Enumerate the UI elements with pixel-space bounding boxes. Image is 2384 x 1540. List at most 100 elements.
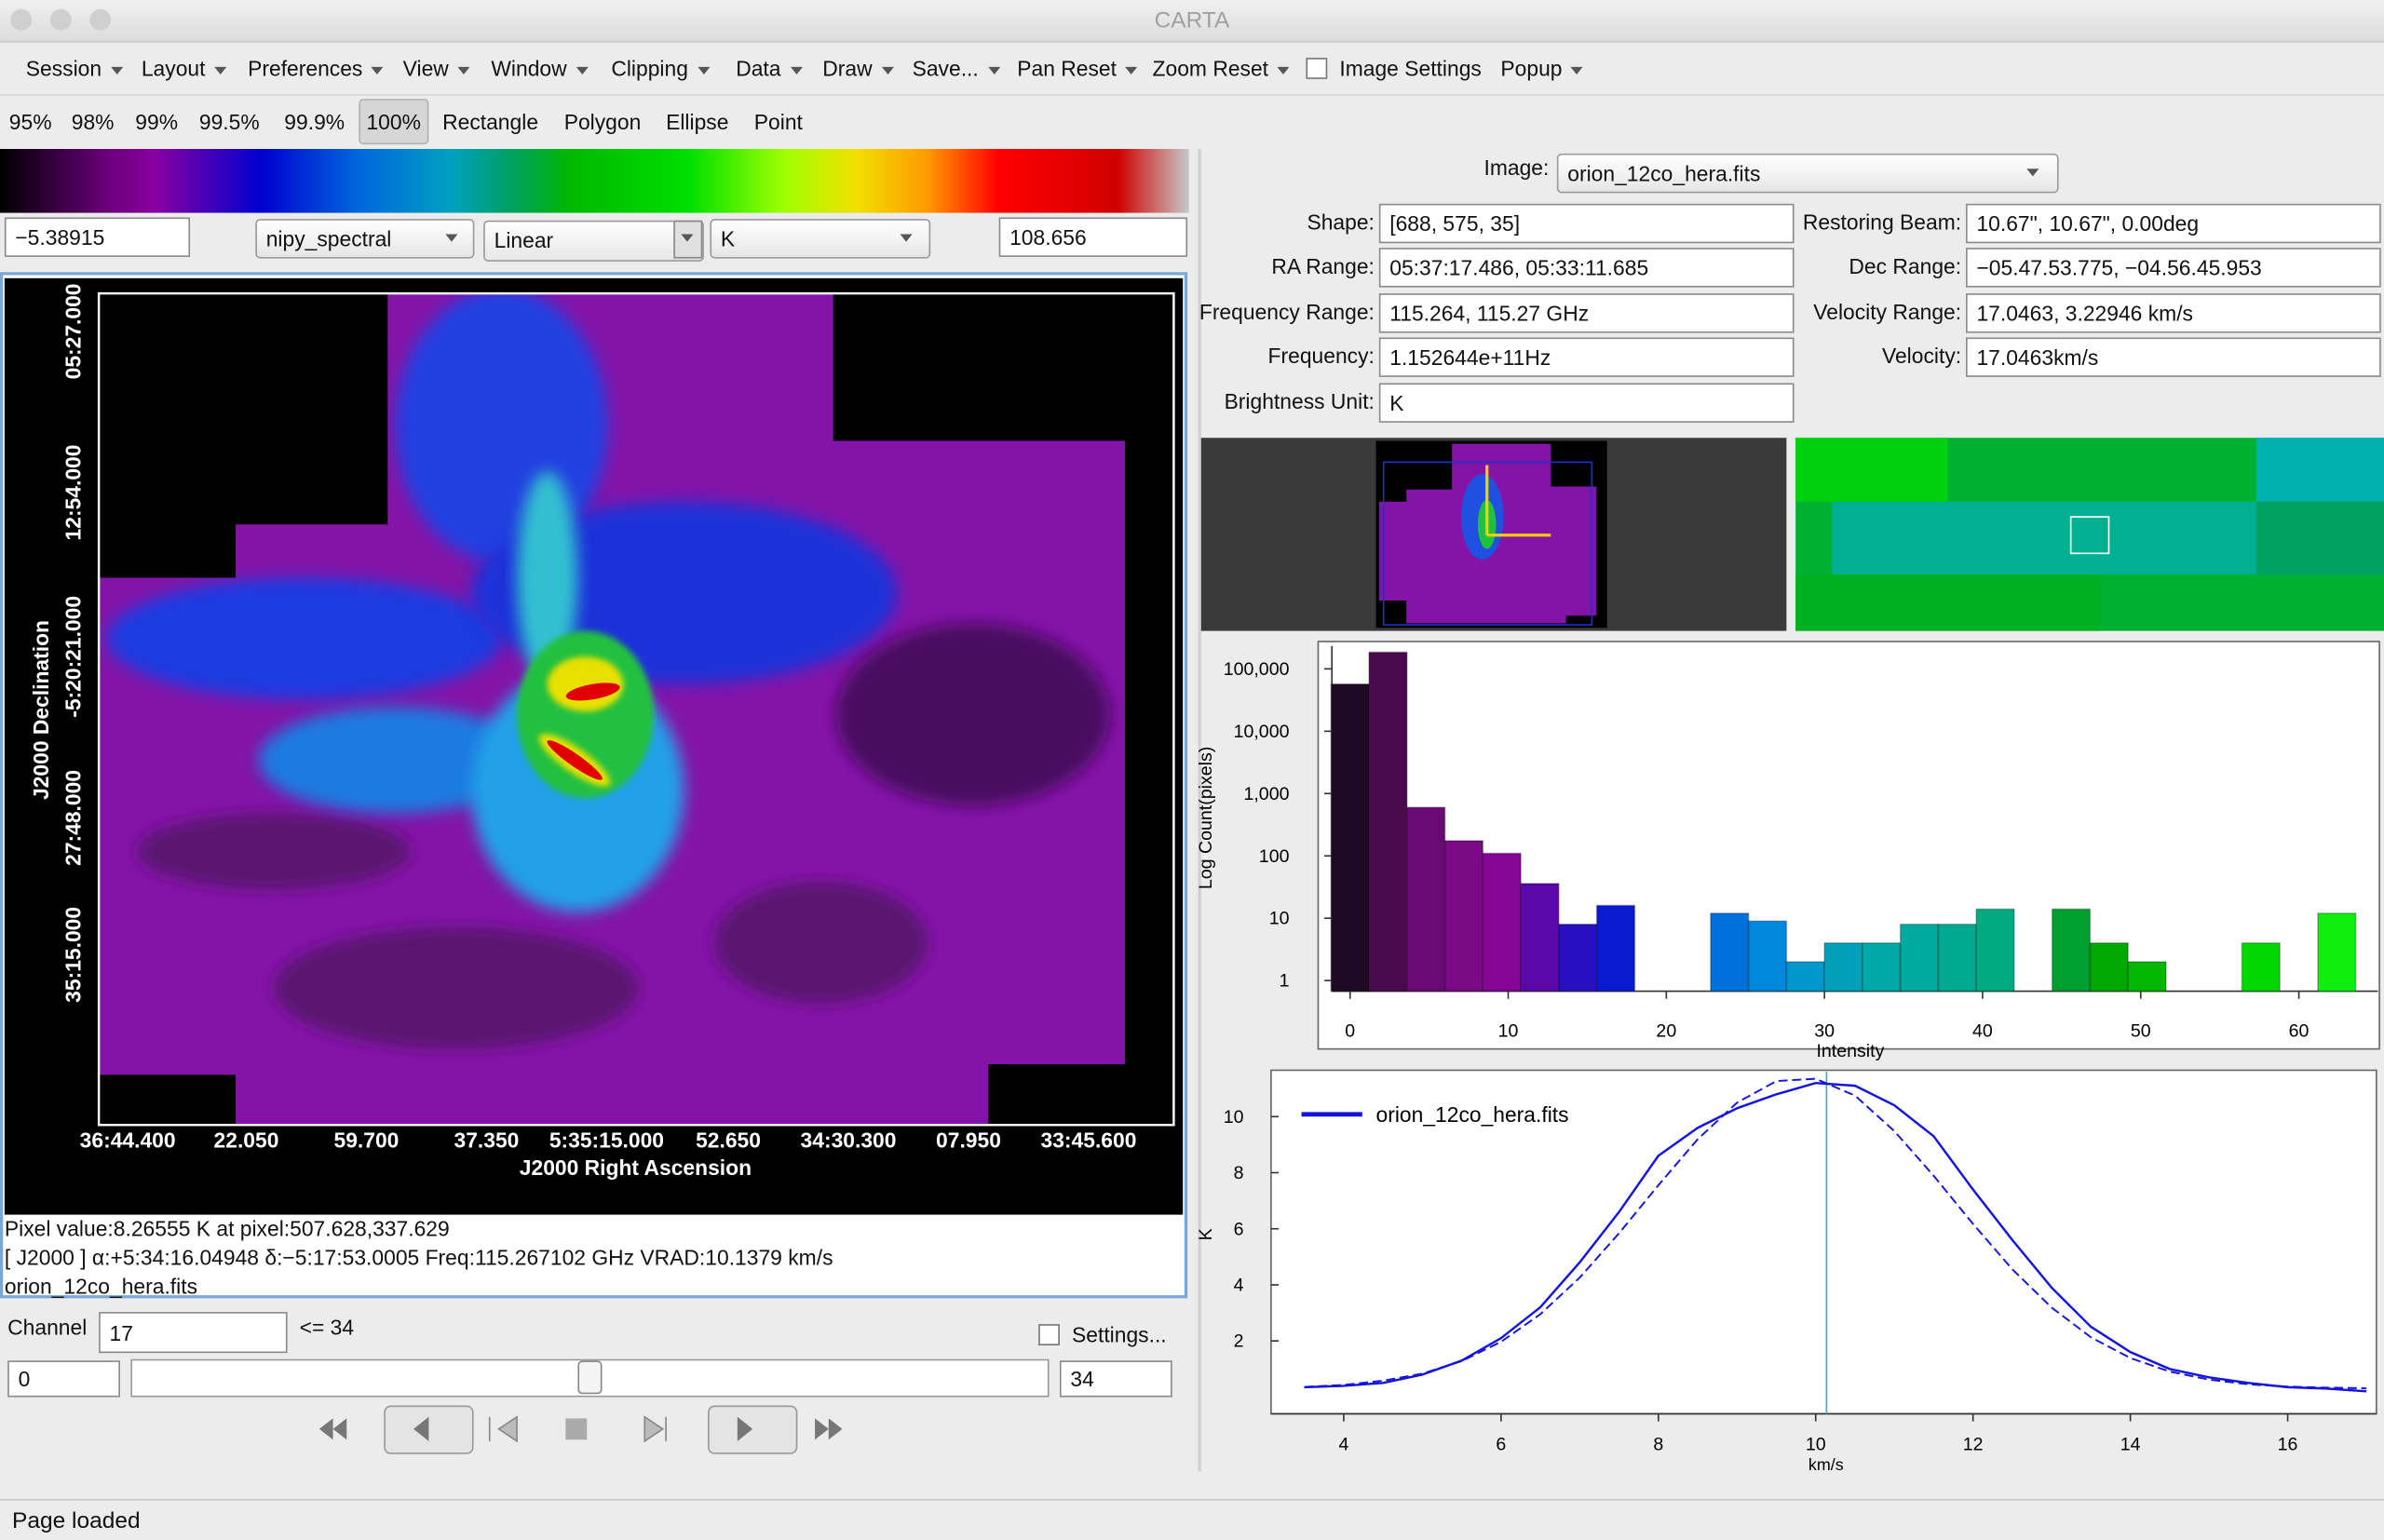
cursor-info: orion_12co_hera.fits xyxy=(4,1274,198,1299)
x-tick-label: 8 xyxy=(1653,1435,1663,1455)
y-axis-label: K xyxy=(1196,1228,1216,1240)
play-back-button[interactable] xyxy=(488,1415,518,1443)
field-label: Restoring Beam: xyxy=(1802,209,1962,235)
toolbar-button[interactable]: Point xyxy=(753,109,803,134)
field-value: −05.47.53.775, −04.56.45.953 xyxy=(1966,248,2381,288)
image-select[interactable]: orion_12co_hera.fits xyxy=(1556,153,2059,194)
step-back-icon xyxy=(413,1416,429,1441)
last-button[interactable] xyxy=(815,1418,843,1440)
min-input[interactable]: −5.38915 xyxy=(4,217,191,257)
dropdown-arrow xyxy=(1277,66,1290,75)
max-input[interactable]: 108.656 xyxy=(998,217,1188,257)
dropdown-arrow xyxy=(988,66,1001,75)
start-spinner[interactable]: 0 xyxy=(7,1360,120,1398)
menu-item[interactable]: Pan Reset xyxy=(1017,56,1117,81)
menu-item[interactable]: Draw xyxy=(822,56,873,81)
zoom-button[interactable] xyxy=(89,8,112,31)
scale-select[interactable]: Linear xyxy=(483,220,704,262)
y-axis-label: Log Count(pixels) xyxy=(1196,747,1216,889)
checkbox[interactable] xyxy=(1306,58,1328,79)
histogram-bar xyxy=(1443,840,1484,993)
y-tick-label: 2 xyxy=(1234,1331,1244,1352)
toolbar-button[interactable]: 99% xyxy=(135,109,179,134)
x-tick-label: 12 xyxy=(1963,1435,1984,1455)
toolbar-button[interactable]: Rectangle xyxy=(442,109,539,134)
minimize-button[interactable] xyxy=(49,8,72,31)
y-tick-label: 1 xyxy=(1280,971,1290,992)
x-tick-label: 36:44.400 xyxy=(80,1128,176,1153)
toolbar-button[interactable]: Ellipse xyxy=(666,109,729,134)
field-value: 115.264, 115.27 GHz xyxy=(1378,293,1795,333)
close-button[interactable] xyxy=(10,8,33,31)
dropdown-arrow xyxy=(111,66,124,75)
menu-item[interactable]: Preferences xyxy=(248,56,363,81)
y-tick-label: 6 xyxy=(1234,1219,1244,1239)
pixel-zoom-cell xyxy=(1795,574,2100,631)
dropdown-arrow xyxy=(1570,66,1583,75)
field-label: Dec Range: xyxy=(1849,253,1962,278)
menu-item[interactable]: Zoom Reset xyxy=(1152,56,1269,81)
dropdown-arrow xyxy=(2026,169,2039,177)
status-bar xyxy=(0,1498,2384,1540)
toolbar-button[interactable]: 99.9% xyxy=(284,109,345,134)
toolbar-button[interactable]: 98% xyxy=(71,109,115,134)
menu-item[interactable]: Popup xyxy=(1500,56,1563,81)
step-forward-button[interactable] xyxy=(707,1405,798,1454)
x-tick-label: 40 xyxy=(1972,1021,1993,1042)
animator-buttons xyxy=(318,1405,843,1454)
field-label: Brightness Unit: xyxy=(1224,388,1375,414)
histogram-bar xyxy=(1899,923,1940,993)
menu-item[interactable]: Session xyxy=(25,56,102,81)
x-tick-label: 07.950 xyxy=(936,1128,1001,1153)
menu-item[interactable]: Save... xyxy=(912,56,979,81)
slider-thumb[interactable] xyxy=(577,1360,603,1395)
y-tick-label: 05:27.000 xyxy=(61,283,86,379)
colormap-select[interactable]: nipy_spectral xyxy=(255,219,475,259)
histogram-bar xyxy=(1368,651,1408,993)
pixel-zoom-cells xyxy=(1832,501,2258,575)
menu-item[interactable]: View xyxy=(402,56,449,81)
dropdown-arrow xyxy=(576,66,589,75)
field-value: [688, 575, 35] xyxy=(1378,203,1795,244)
x-tick-label: 59.700 xyxy=(334,1128,400,1153)
title-bar xyxy=(0,0,2384,43)
image-frame xyxy=(97,291,1175,1127)
settings-checkbox[interactable] xyxy=(1038,1324,1060,1346)
cursor-info: Pixel value:8.26555 K at pixel:507.628,3… xyxy=(4,1216,450,1241)
play-button[interactable] xyxy=(643,1415,667,1443)
menu-bar xyxy=(0,42,2384,96)
y-tick-label: 8 xyxy=(1234,1163,1244,1183)
end-spinner[interactable]: 34 xyxy=(1059,1360,1172,1398)
histogram-bar xyxy=(1975,908,2015,993)
x-tick-label: 20 xyxy=(1656,1021,1676,1042)
x-tick-label: 33:45.600 xyxy=(1041,1128,1137,1153)
settings-label[interactable]: Settings... xyxy=(1072,1322,1167,1347)
toolbar-button[interactable]: 99.5% xyxy=(198,109,260,134)
x-tick-label: 34:30.300 xyxy=(801,1128,897,1153)
x-tick-label: 10 xyxy=(1806,1435,1826,1455)
histogram-bar xyxy=(1595,904,1636,993)
sky-image xyxy=(99,293,1126,1126)
menu-item[interactable]: Image Settings xyxy=(1339,56,1482,81)
channel-limit: <= 34 xyxy=(299,1315,355,1340)
step-forward-icon xyxy=(737,1416,753,1441)
channel-input[interactable]: 17 xyxy=(99,1312,288,1354)
toolbar-button[interactable]: 100% xyxy=(366,109,421,134)
toolbar-button[interactable]: 95% xyxy=(8,109,52,134)
field-label: Frequency Range: xyxy=(1199,299,1375,324)
status-text: Page loaded xyxy=(12,1507,141,1534)
dropdown-arrow xyxy=(457,66,470,75)
unit-select[interactable]: K xyxy=(710,219,931,259)
menu-item[interactable]: Clipping xyxy=(611,56,688,81)
y-tick-label: 100,000 xyxy=(1224,659,1290,680)
menu-item[interactable]: Layout xyxy=(141,56,206,81)
menu-item[interactable]: Data xyxy=(736,56,781,81)
histogram-bar xyxy=(2051,908,2092,993)
first-button[interactable] xyxy=(318,1418,347,1440)
x-tick-label: 16 xyxy=(2278,1435,2298,1455)
menu-item[interactable]: Window xyxy=(491,56,567,81)
histogram-bar xyxy=(2317,912,2357,993)
toolbar-button[interactable]: Polygon xyxy=(563,109,642,134)
stop-button[interactable] xyxy=(565,1418,588,1440)
